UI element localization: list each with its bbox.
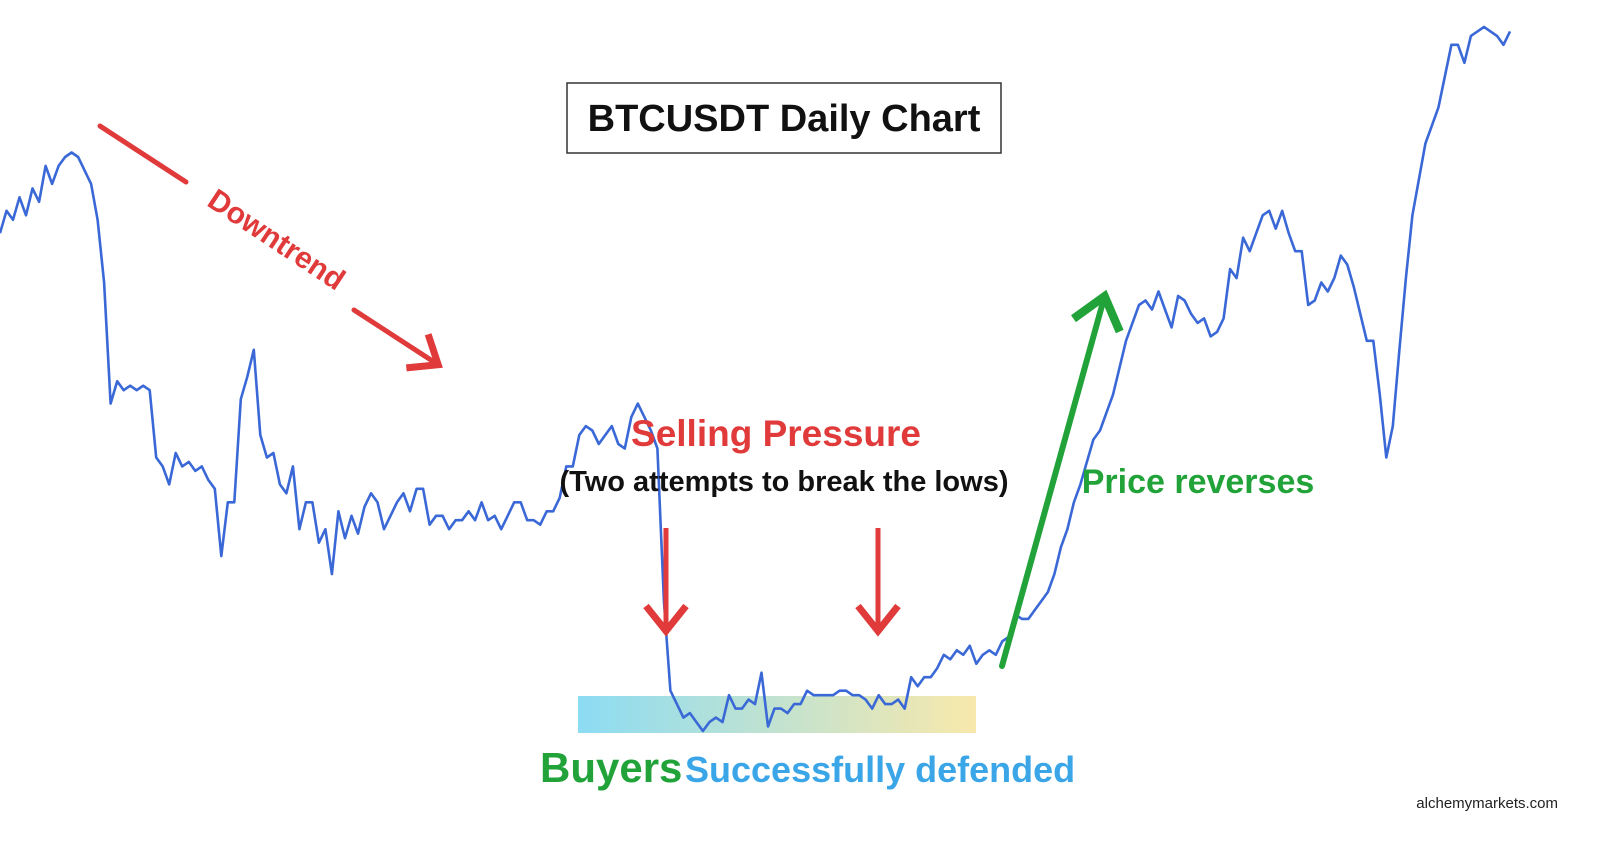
downtrend-arrow-segment-2 [351,307,443,372]
series-layer [0,25,1512,733]
watermark: alchemymarkets.com [1416,795,1558,812]
selling-pressure-label: Selling Pressure [631,413,921,454]
price-reverses-arrow [999,289,1124,669]
price-line [0,25,1512,733]
support-zone [578,696,976,733]
chart-title: BTCUSDT Daily Chart [588,98,981,140]
title-box [566,82,1002,154]
selling-pressure-subtitle: (Two attempts to break the lows) [559,466,1008,498]
buyers-label: Buyers [540,744,682,791]
price-reverses-label: Price reverses [1082,463,1315,501]
downtrend-label: Downtrend [202,183,351,297]
downtrend-arrow-segment-1 [97,123,189,185]
successfully-defended-label: Successfully defended [685,749,1075,790]
